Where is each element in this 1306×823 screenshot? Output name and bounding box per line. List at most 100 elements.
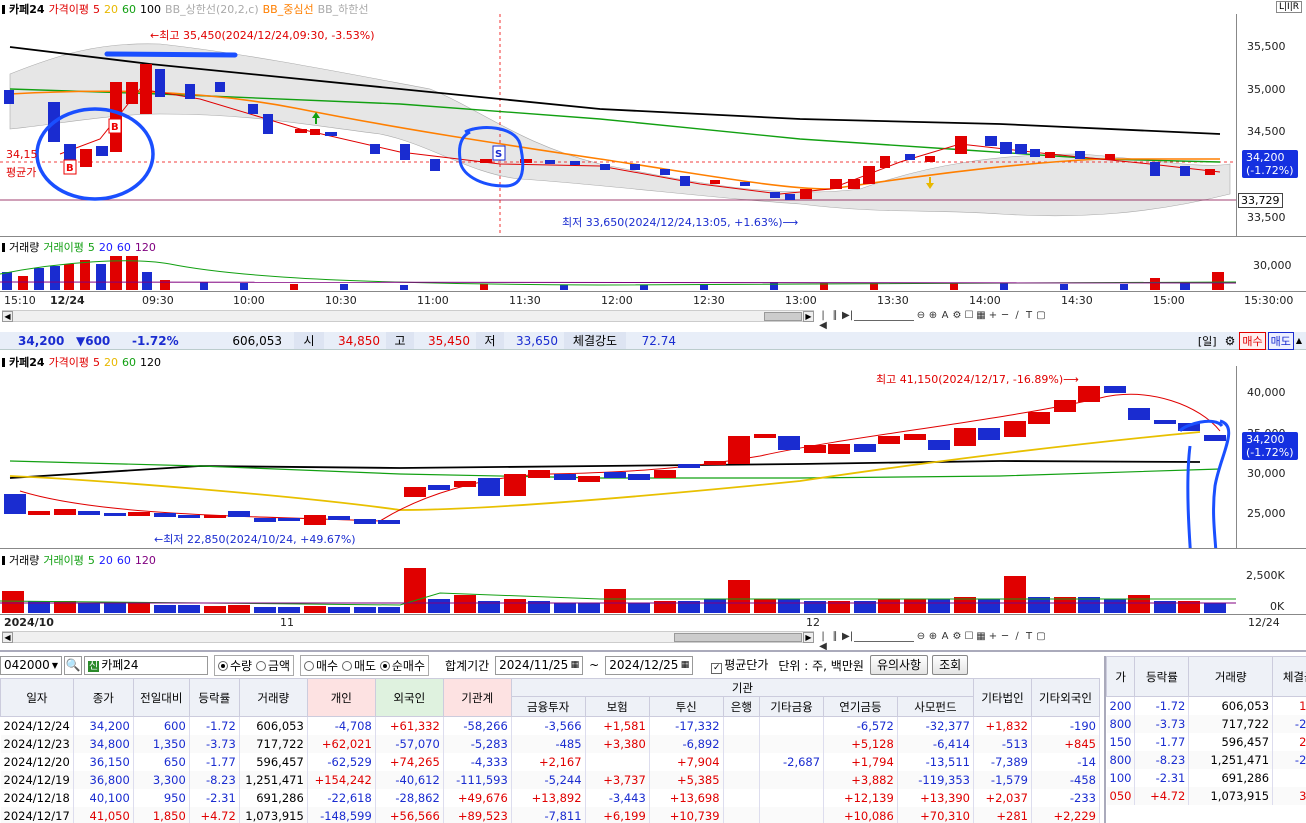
intraday-scrollbar[interactable]: ◀ ▶ [2, 310, 814, 322]
col-fin-invest[interactable]: 금융투자 [510, 696, 586, 717]
radio-amount[interactable]: 금액 [255, 659, 290, 673]
col-insurance[interactable]: 보험 [584, 696, 650, 717]
legend-ma120[interactable]: 120 [140, 355, 162, 369]
notice-button[interactable]: 유의사항 [869, 655, 929, 675]
col-other-corp[interactable]: 기타법인 [973, 678, 1032, 717]
legend-vol-ma120[interactable]: 120 [134, 553, 156, 567]
col-private-fund[interactable]: 사모펀드 [896, 696, 975, 717]
radio-sell[interactable]: 매도 [341, 659, 376, 673]
col-other-foreign[interactable]: 기타외국인 [1031, 678, 1100, 717]
side-table-row[interactable]: 800-8.231,251,471-2,411 [1106, 750, 1306, 769]
search-icon[interactable]: 🔍 [64, 655, 82, 675]
buy-button[interactable]: 매수 [1239, 331, 1266, 350]
pen-icon[interactable]: ∕ [1015, 631, 1019, 642]
radio-net-buy[interactable]: 순매수 [379, 659, 425, 673]
col-volume[interactable]: 거래량 [238, 678, 308, 717]
legend-ma[interactable]: 가격이평 [48, 356, 90, 369]
text-icon[interactable]: T [1025, 310, 1033, 321]
close-tool-icon[interactable]: ▢ [1036, 631, 1046, 642]
table-row[interactable]: 2024/12/23 34,800 1,350 -3.73 717,722 +62,021… [0, 734, 1100, 753]
scroll-right-icon[interactable]: ▶ [803, 311, 814, 322]
col-rate[interactable]: 등락률 [188, 678, 240, 717]
scroll-left-icon[interactable]: ◀ [2, 311, 13, 322]
zoom-in-icon[interactable]: ⊕ [928, 631, 938, 642]
scroll-thumb[interactable] [674, 633, 802, 642]
legend-vol-ma5[interactable]: 5 [87, 240, 95, 254]
col-pension[interactable]: 연기금등 [823, 696, 898, 717]
settings-icon[interactable]: ⚙ [952, 631, 962, 642]
col-other-fin[interactable]: 기타금융 [759, 696, 825, 717]
legend-volume[interactable]: 거래량 [9, 554, 40, 567]
legend-bb-mid[interactable]: BB_중심선 [262, 3, 314, 16]
col-change[interactable]: 전일대비 [132, 678, 190, 717]
grid-icon[interactable]: ▦ [976, 631, 986, 642]
zoom-in-icon[interactable]: ⊕ [928, 310, 938, 321]
pen-icon[interactable]: ∕ [1015, 310, 1019, 321]
table-row[interactable]: 2024/12/20 36,150 650 -1.77 596,457 -62,529 +7… [0, 752, 1100, 771]
scroll-right-icon[interactable]: ▶ [803, 632, 814, 643]
table-row[interactable]: 2024/12/17 41,050 1,850 +4.72 1,073,915 -148,… [0, 806, 1100, 823]
pause-icon[interactable]: ∥ [832, 310, 838, 321]
step-back-icon[interactable]: |◀ [819, 310, 827, 331]
stock-code-input[interactable]: 042000 ▼ [0, 655, 62, 675]
col-institution[interactable]: 기관계 [442, 678, 512, 717]
table-row[interactable]: 2024/12/24 34,200 600 -1.72 606,053 -4,708 +61… [0, 716, 1100, 735]
legend-ma20[interactable]: 20 [104, 2, 119, 16]
zoom-out-icon[interactable]: ⊖ [916, 631, 926, 642]
grid-icon[interactable]: ▦ [976, 310, 986, 321]
text-tool-icon[interactable]: A [941, 631, 949, 642]
legend-ma60[interactable]: 60 [122, 2, 137, 16]
legend-ma5[interactable]: 5 [93, 355, 101, 369]
calendar-icon[interactable]: ▦ [570, 659, 580, 670]
legend-vol-ma[interactable]: 거래이평 [43, 241, 84, 254]
col-close[interactable]: 종가 [72, 678, 134, 717]
date-to-input[interactable]: 2024/12/25 ▦ [605, 655, 694, 675]
radio-buy[interactable]: 매수 [304, 659, 338, 673]
legend-vol-ma60[interactable]: 60 [116, 240, 131, 254]
avg-price-checkbox[interactable]: ✓ 평균단가 [711, 658, 769, 674]
col-foreign[interactable]: 외국인 [374, 678, 444, 717]
radio-quantity[interactable]: 수량 [218, 659, 252, 673]
gear-icon[interactable]: ⚙ [1224, 333, 1236, 348]
legend-vol-ma20[interactable]: 20 [98, 553, 113, 567]
legend-ma60[interactable]: 60 [122, 355, 137, 369]
calendar-icon[interactable]: ▦ [680, 659, 690, 670]
line-icon[interactable]: ─ [1001, 631, 1009, 642]
line-icon[interactable]: ─ [1001, 310, 1009, 321]
legend-ma20[interactable]: 20 [104, 355, 119, 369]
table-row[interactable]: 2024/12/19 36,800 3,300 -8.23 1,251,471 +154,… [0, 770, 1100, 789]
legend-ma100[interactable]: 100 [140, 2, 162, 16]
cross-icon[interactable]: + [988, 631, 998, 642]
legend-volume[interactable]: 거래량 [9, 241, 40, 254]
side-col-rate[interactable]: 등락률 [1134, 656, 1190, 697]
query-button[interactable]: 조회 [932, 655, 969, 675]
pause-icon[interactable]: ∥ [832, 631, 838, 642]
legend-vol-ma60[interactable]: 60 [116, 553, 131, 567]
text-tool-icon[interactable]: A [941, 310, 949, 321]
close-tool-icon[interactable]: ▢ [1036, 310, 1046, 321]
sell-button[interactable]: 매도 [1267, 331, 1294, 350]
zoom-slider[interactable] [854, 632, 914, 642]
zoom-out-icon[interactable]: ⊖ [916, 310, 926, 321]
legend-bb-upper[interactable]: BB_상한선(20,2,c) [165, 3, 259, 16]
legend-vol-ma120[interactable]: 120 [134, 240, 156, 254]
legend-vol-ma20[interactable]: 20 [98, 240, 113, 254]
scroll-left-icon[interactable]: ◀ [2, 632, 13, 643]
cross-icon[interactable]: + [988, 310, 998, 321]
step-back-icon[interactable]: |◀ [819, 631, 827, 652]
side-col-volume[interactable]: 거래량 [1188, 656, 1274, 697]
col-trust[interactable]: 투신 [648, 696, 724, 717]
step-fwd-icon[interactable]: ▶| [842, 631, 854, 642]
legend-ma[interactable]: 가격이평 [48, 3, 90, 16]
period-selector[interactable]: [일] [1197, 334, 1217, 348]
legend-bb-lower[interactable]: BB_하한선 [317, 3, 369, 16]
scroll-up-icon[interactable]: ▲ [1295, 336, 1302, 345]
col-individual[interactable]: 개인 [306, 678, 376, 717]
side-col-price[interactable]: 가 [1106, 656, 1136, 697]
scroll-thumb[interactable] [764, 312, 802, 321]
